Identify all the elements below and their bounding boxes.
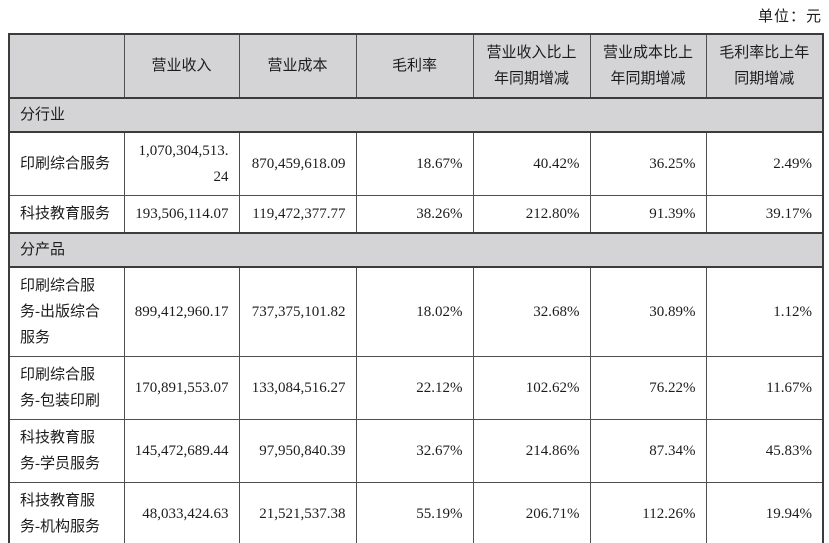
data-cell: 18.02% (355, 266, 474, 357)
data-cell: 1,070,304,513.24 (123, 131, 240, 196)
data-cell: 55.19% (355, 482, 474, 543)
data-cell: 870,459,618.09 (238, 131, 357, 196)
data-cell: 119,472,377.77 (238, 195, 357, 234)
row-label: 科技教育服务 (8, 195, 125, 234)
table-row: 科技教育服务 193,506,114.07 119,472,377.77 38.26%… (8, 195, 824, 234)
row-label: 科技教育服务-学员服务 (8, 419, 125, 483)
data-cell: 899,412,960.17 (123, 266, 240, 357)
table-row: 印刷综合服务 1,070,304,513.24 870,459,618.09 18.6… (8, 131, 824, 196)
table-row: 科技教育服务-机构服务 48,033,424.63 21,521,537.38 55.… (8, 482, 824, 543)
section-title: 分行业 (8, 97, 824, 133)
column-header: 毛利率 (355, 33, 474, 99)
data-cell: 145,472,689.44 (123, 419, 240, 483)
row-label: 印刷综合服务-包装印刷 (8, 356, 125, 420)
data-cell: 133,084,516.27 (238, 356, 357, 420)
data-cell: 112.26% (589, 482, 707, 543)
data-cell: 1.12% (705, 266, 824, 357)
column-header: 毛利率比上年同期增减 (705, 33, 824, 99)
row-label: 科技教育服务-机构服务 (8, 482, 125, 543)
column-header: 营业收入比上年同期增减 (472, 33, 591, 99)
data-cell: 40.42% (472, 131, 591, 196)
data-cell: 97,950,840.39 (238, 419, 357, 483)
section-header-row: 分产品 (8, 232, 824, 268)
data-cell: 18.67% (355, 131, 474, 196)
table-body: 分行业 印刷综合服务 1,070,304,513.24 870,459,618.09 1… (8, 97, 824, 543)
data-cell: 87.34% (589, 419, 707, 483)
row-label: 印刷综合服务 (8, 131, 125, 196)
data-cell: 32.67% (355, 419, 474, 483)
data-cell: 170,891,553.07 (123, 356, 240, 420)
data-cell: 102.62% (472, 356, 591, 420)
financial-table: 营业收入 营业成本 毛利率 营业收入比上年同期增减 营业成本比上年同期增减 毛利率比上年同… (8, 33, 824, 543)
data-cell: 39.17% (705, 195, 824, 234)
column-header: 营业收入 (123, 33, 240, 99)
data-cell: 45.83% (705, 419, 824, 483)
data-cell: 21,521,537.38 (238, 482, 357, 543)
corner-cell (8, 33, 125, 99)
table-header: 营业收入 营业成本 毛利率 营业收入比上年同期增减 营业成本比上年同期增减 毛利率比上年同… (8, 33, 824, 99)
unit-label: 单位：元 (757, 9, 822, 25)
data-cell: 19.94% (705, 482, 824, 543)
data-cell: 193,506,114.07 (123, 195, 240, 234)
data-cell: 91.39% (589, 195, 707, 234)
data-cell: 22.12% (355, 356, 474, 420)
column-header: 营业成本比上年同期增减 (589, 33, 707, 99)
data-cell: 36.25% (589, 131, 707, 196)
header-row: 营业收入 营业成本 毛利率 营业收入比上年同期增减 营业成本比上年同期增减 毛利率比上年同… (8, 33, 824, 99)
section-title: 分产品 (8, 232, 824, 268)
data-cell: 206.71% (472, 482, 591, 543)
table-row: 科技教育服务-学员服务 145,472,689.44 97,950,840.39 32… (8, 419, 824, 483)
data-cell: 11.67% (705, 356, 824, 420)
column-header: 营业成本 (238, 33, 357, 99)
row-label: 印刷综合服务-出版综合服务 (8, 266, 125, 357)
data-cell: 38.26% (355, 195, 474, 234)
data-cell: 30.89% (589, 266, 707, 357)
data-cell: 212.80% (472, 195, 591, 234)
data-cell: 737,375,101.82 (238, 266, 357, 357)
table-row: 印刷综合服务-包装印刷 170,891,553.07 133,084,516.27 2… (8, 356, 824, 420)
table-row: 印刷综合服务-出版综合服务 899,412,960.17 737,375,101.8… (8, 266, 824, 357)
data-cell: 32.68% (472, 266, 591, 357)
data-cell: 76.22% (589, 356, 707, 420)
data-cell: 48,033,424.63 (123, 482, 240, 543)
data-cell: 214.86% (472, 419, 591, 483)
data-cell: 2.49% (705, 131, 824, 196)
section-header-row: 分行业 (8, 97, 824, 133)
